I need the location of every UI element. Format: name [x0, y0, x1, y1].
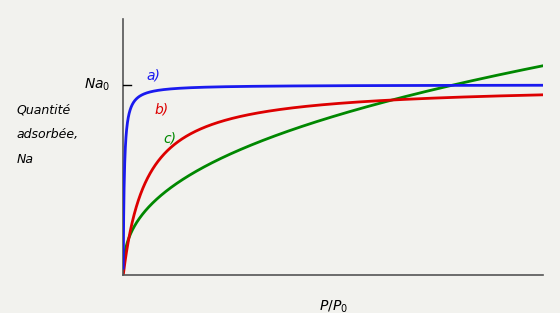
Text: Quantité: Quantité: [17, 103, 71, 116]
Text: a): a): [146, 68, 160, 82]
Text: $Na_0$: $Na_0$: [84, 77, 111, 93]
Text: adsorbée,: adsorbée,: [17, 128, 79, 141]
Text: Na: Na: [17, 153, 34, 166]
Text: b): b): [155, 102, 169, 116]
Text: c): c): [163, 131, 176, 146]
Text: $P/P_0$: $P/P_0$: [319, 299, 348, 313]
